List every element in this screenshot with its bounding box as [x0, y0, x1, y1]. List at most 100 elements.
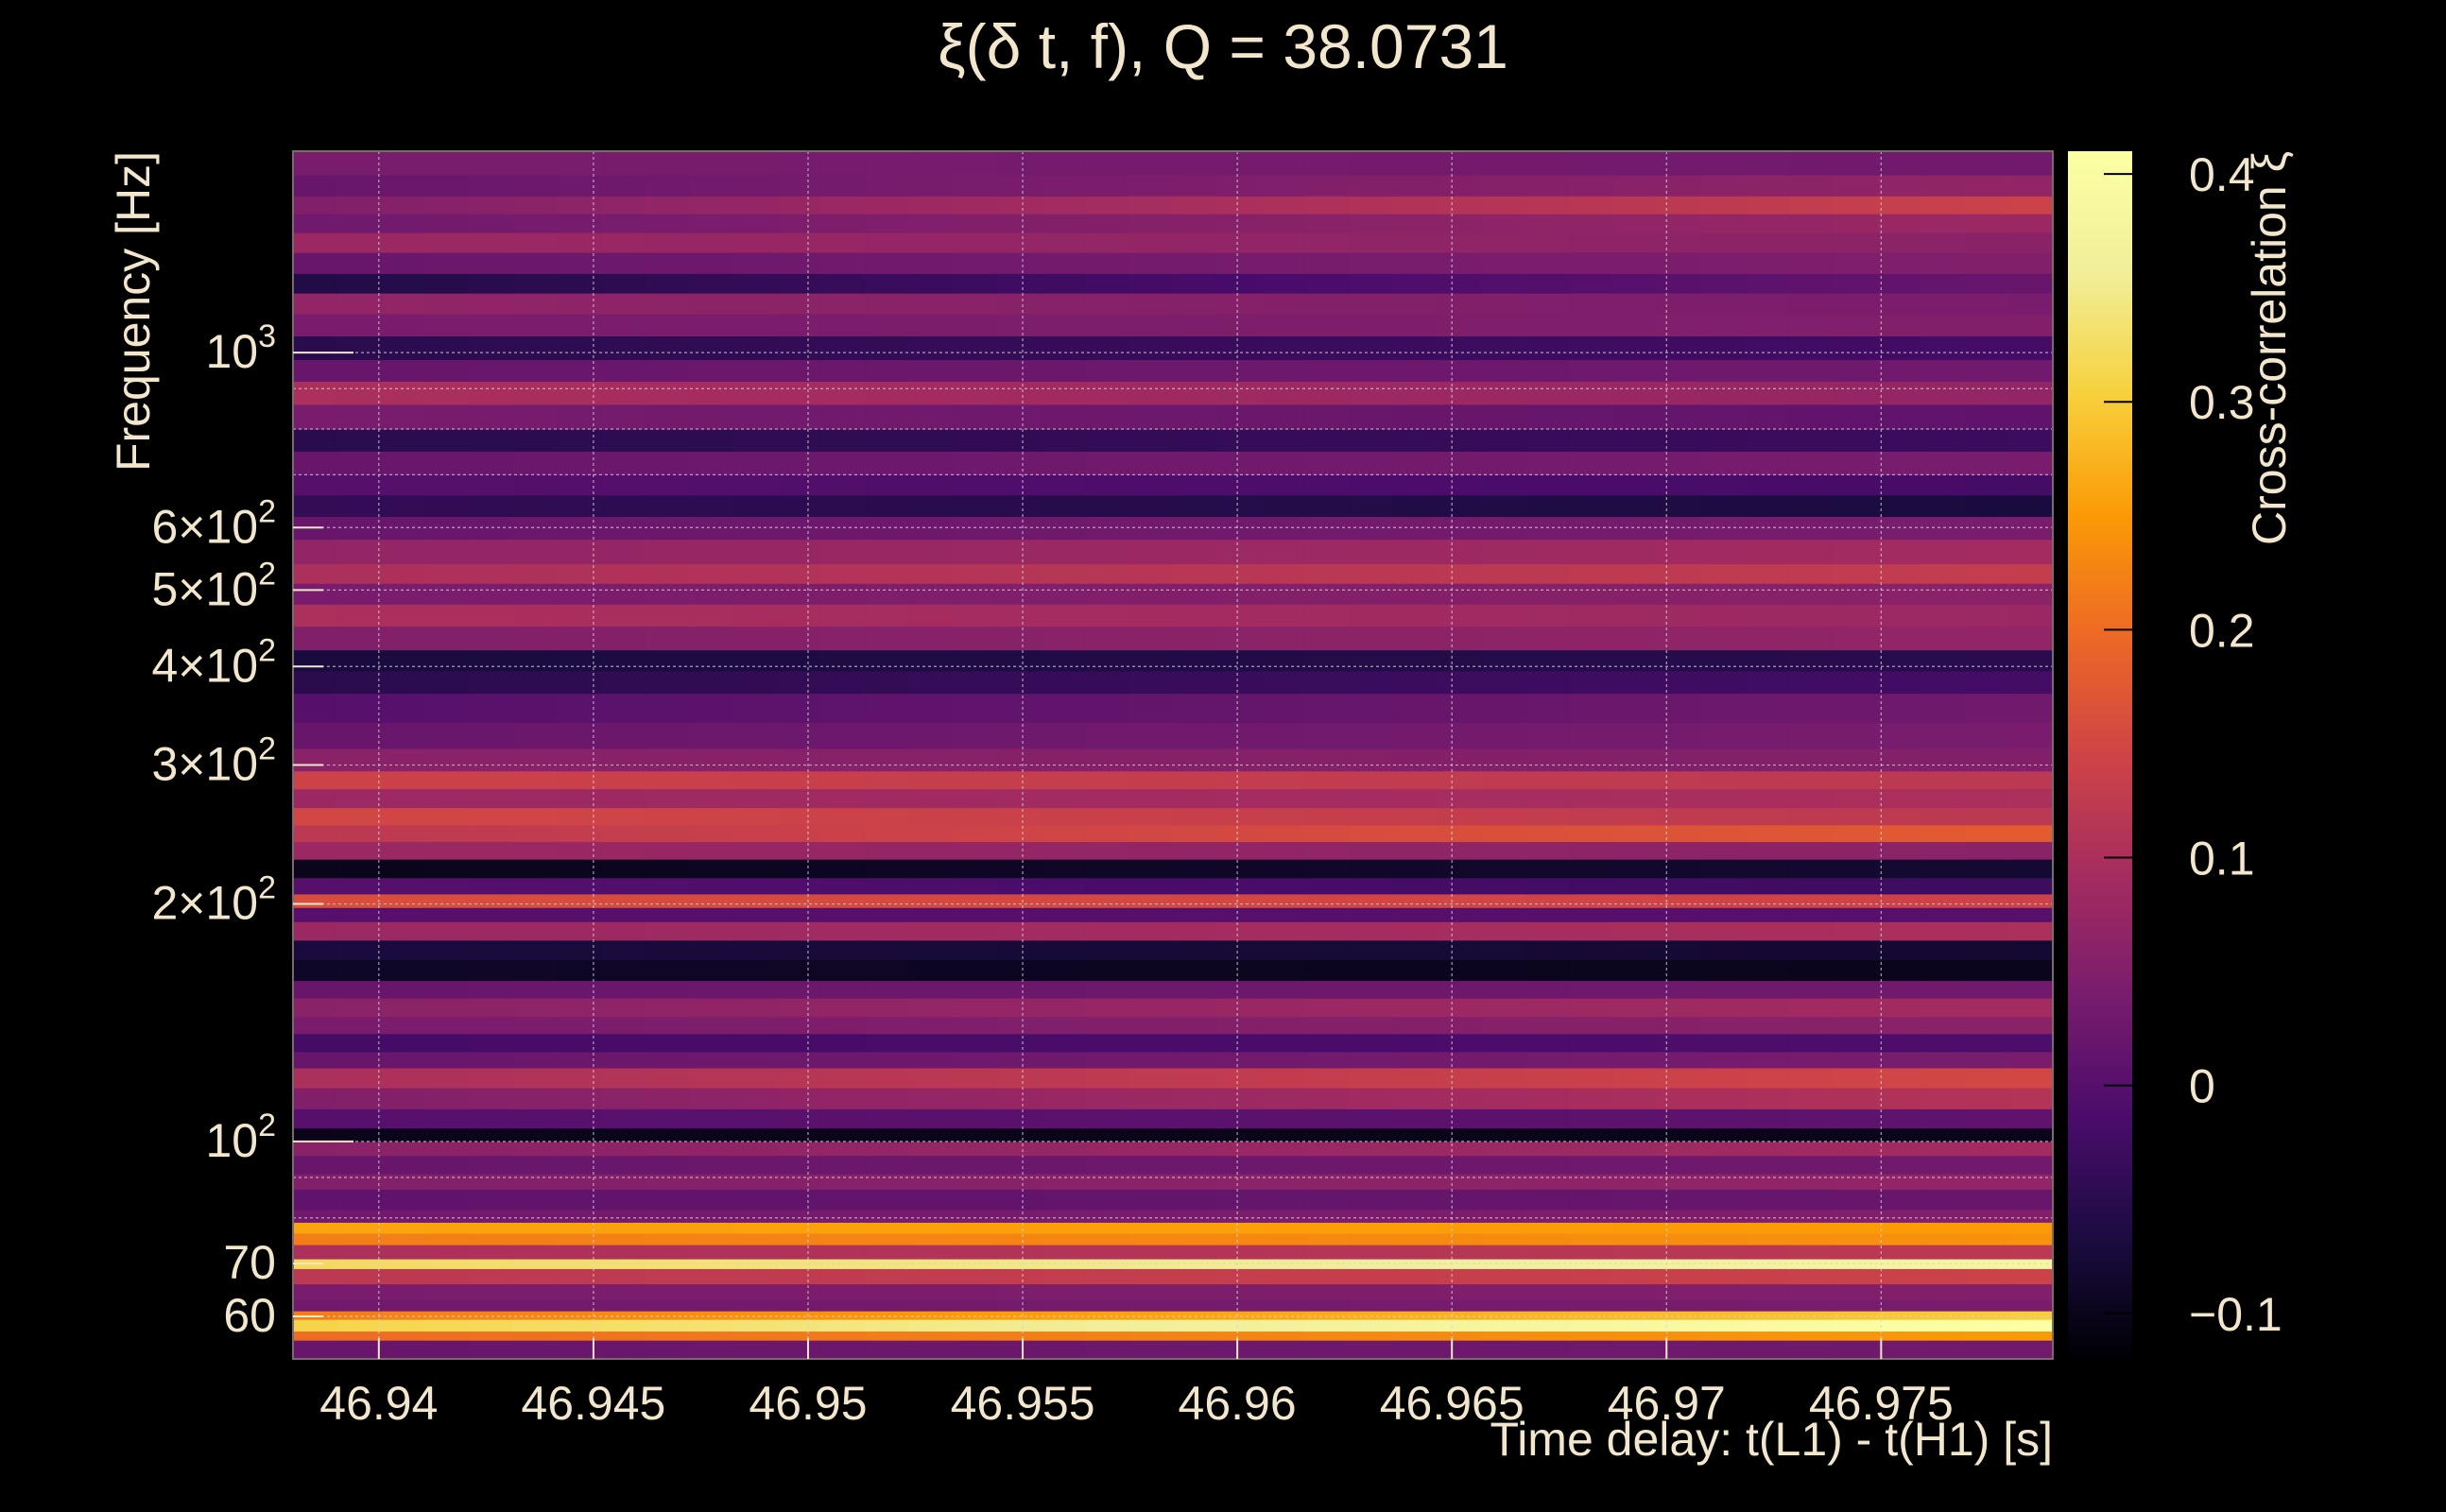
heatmap-cell — [1437, 451, 1482, 475]
heatmap-cell — [645, 1141, 690, 1157]
heatmap-cell — [469, 1141, 514, 1157]
y-axis-label: Frequency [Hz] — [107, 151, 160, 472]
heatmap-cell — [1349, 604, 1394, 627]
colorbar-tick-label: −0.1 — [2189, 1288, 2282, 1341]
heatmap-cell — [1261, 1051, 1306, 1069]
heatmap-cell — [1876, 175, 1921, 197]
heatmap-cell — [1349, 670, 1394, 695]
heatmap-cell — [381, 788, 426, 809]
heatmap-cell — [1612, 1259, 1658, 1269]
heatmap-cell — [1657, 539, 1702, 565]
heatmap-cell — [1084, 1283, 1130, 1300]
heatmap-cell — [1612, 474, 1658, 496]
heatmap-cell — [1041, 1016, 1086, 1035]
heatmap-cell — [1349, 1051, 1394, 1069]
heatmap-cell — [600, 251, 646, 274]
heatmap-cell — [1833, 1141, 1878, 1157]
heatmap-cell — [953, 251, 998, 274]
heatmap-cell — [865, 251, 910, 274]
heatmap-cell — [1568, 1087, 1614, 1109]
heatmap-cell — [688, 494, 734, 517]
heatmap-cell — [1568, 1311, 1614, 1320]
heatmap-cell — [865, 563, 910, 584]
heatmap-cell — [557, 151, 602, 176]
heatmap-cell — [865, 1268, 910, 1285]
heatmap-cell — [1128, 807, 1174, 826]
heatmap-cell — [953, 824, 998, 843]
heatmap-cell — [1788, 841, 1834, 860]
heatmap-cell — [1657, 604, 1702, 627]
y-tick-label: 103 — [205, 318, 276, 378]
heatmap-cell — [1921, 770, 1966, 790]
heatmap-cell — [1304, 1311, 1350, 1320]
heatmap-cell — [557, 273, 602, 294]
heatmap-cell — [1788, 151, 1834, 176]
heatmap-cell — [1568, 939, 1614, 961]
heatmap-cell — [381, 451, 426, 475]
heatmap-cell — [1921, 604, 1966, 627]
heatmap-cell — [1745, 747, 1790, 772]
heatmap-cell — [1084, 747, 1130, 772]
heatmap-cell — [1392, 770, 1438, 790]
heatmap-cell — [908, 314, 954, 336]
heatmap-cell — [996, 604, 1042, 627]
heatmap-cell — [557, 1067, 602, 1089]
heatmap-cell — [1964, 959, 2010, 982]
heatmap-cell — [1568, 293, 1614, 315]
heatmap-cell — [688, 232, 734, 253]
heatmap-cell — [1745, 626, 1790, 651]
heatmap-cell — [381, 1245, 426, 1260]
heatmap-cell — [1745, 1033, 1790, 1053]
heatmap-cell — [996, 1232, 1042, 1246]
heatmap-cell — [1349, 841, 1394, 860]
heatmap-cell — [424, 1245, 470, 1260]
heatmap-cell — [645, 859, 690, 879]
heatmap-cell — [1261, 175, 1306, 197]
heatmap-cell — [777, 1311, 822, 1320]
heatmap-cell — [732, 196, 778, 215]
heatmap-cell — [1745, 939, 1790, 961]
heatmap-cell — [469, 359, 514, 382]
heatmap-cell — [1612, 1141, 1658, 1157]
heatmap-cell — [1657, 1331, 1702, 1341]
heatmap-cell — [688, 1232, 734, 1246]
heatmap-cell — [1700, 273, 1746, 294]
heatmap-cell — [953, 175, 998, 197]
heatmap-cell — [469, 563, 514, 584]
heatmap-cell — [1964, 907, 2010, 922]
heatmap-cell — [1964, 1189, 2010, 1211]
heatmap-cell — [1921, 232, 1966, 253]
heatmap-cell — [1745, 1155, 1790, 1175]
heatmap-cell — [908, 474, 954, 496]
heatmap-cell — [1173, 1268, 1218, 1285]
heatmap-cell — [865, 604, 910, 627]
heatmap-cell — [1788, 693, 1834, 723]
heatmap-cell — [1745, 670, 1790, 695]
heatmap-cell — [1128, 151, 1174, 176]
heatmap-cell — [1437, 1331, 1482, 1341]
heatmap-cell — [1612, 293, 1658, 315]
heatmap-cell — [557, 494, 602, 517]
heatmap-cell — [1480, 293, 1525, 315]
heatmap-cell — [996, 980, 1042, 999]
heatmap-cell — [293, 214, 338, 233]
heatmap-cell — [1480, 907, 1525, 922]
x-axis-ticks: 46.94 46.945 46.95 46.955 46.96 46.965 46.97 46… — [319, 1338, 1954, 1430]
heatmap-cell — [2008, 381, 2054, 405]
heatmap-cell — [1921, 539, 1966, 565]
heatmap-cell — [1084, 1155, 1130, 1175]
heatmap-cell — [1964, 273, 2010, 294]
heatmap-cell — [1833, 893, 1878, 908]
heatmap-cell — [1480, 428, 1525, 452]
heatmap-cell — [1788, 980, 1834, 999]
heatmap-cell — [293, 1067, 338, 1089]
heatmap-cell — [381, 381, 426, 405]
heatmap-cell — [1261, 1141, 1306, 1157]
heatmap-cell — [820, 670, 866, 695]
heatmap-cell — [1657, 1209, 1702, 1223]
heatmap-cell — [1261, 214, 1306, 233]
heatmap-cell — [732, 428, 778, 452]
heatmap-cell — [1480, 314, 1525, 336]
heatmap-cell — [1833, 770, 1878, 790]
heatmap-cell — [732, 273, 778, 294]
